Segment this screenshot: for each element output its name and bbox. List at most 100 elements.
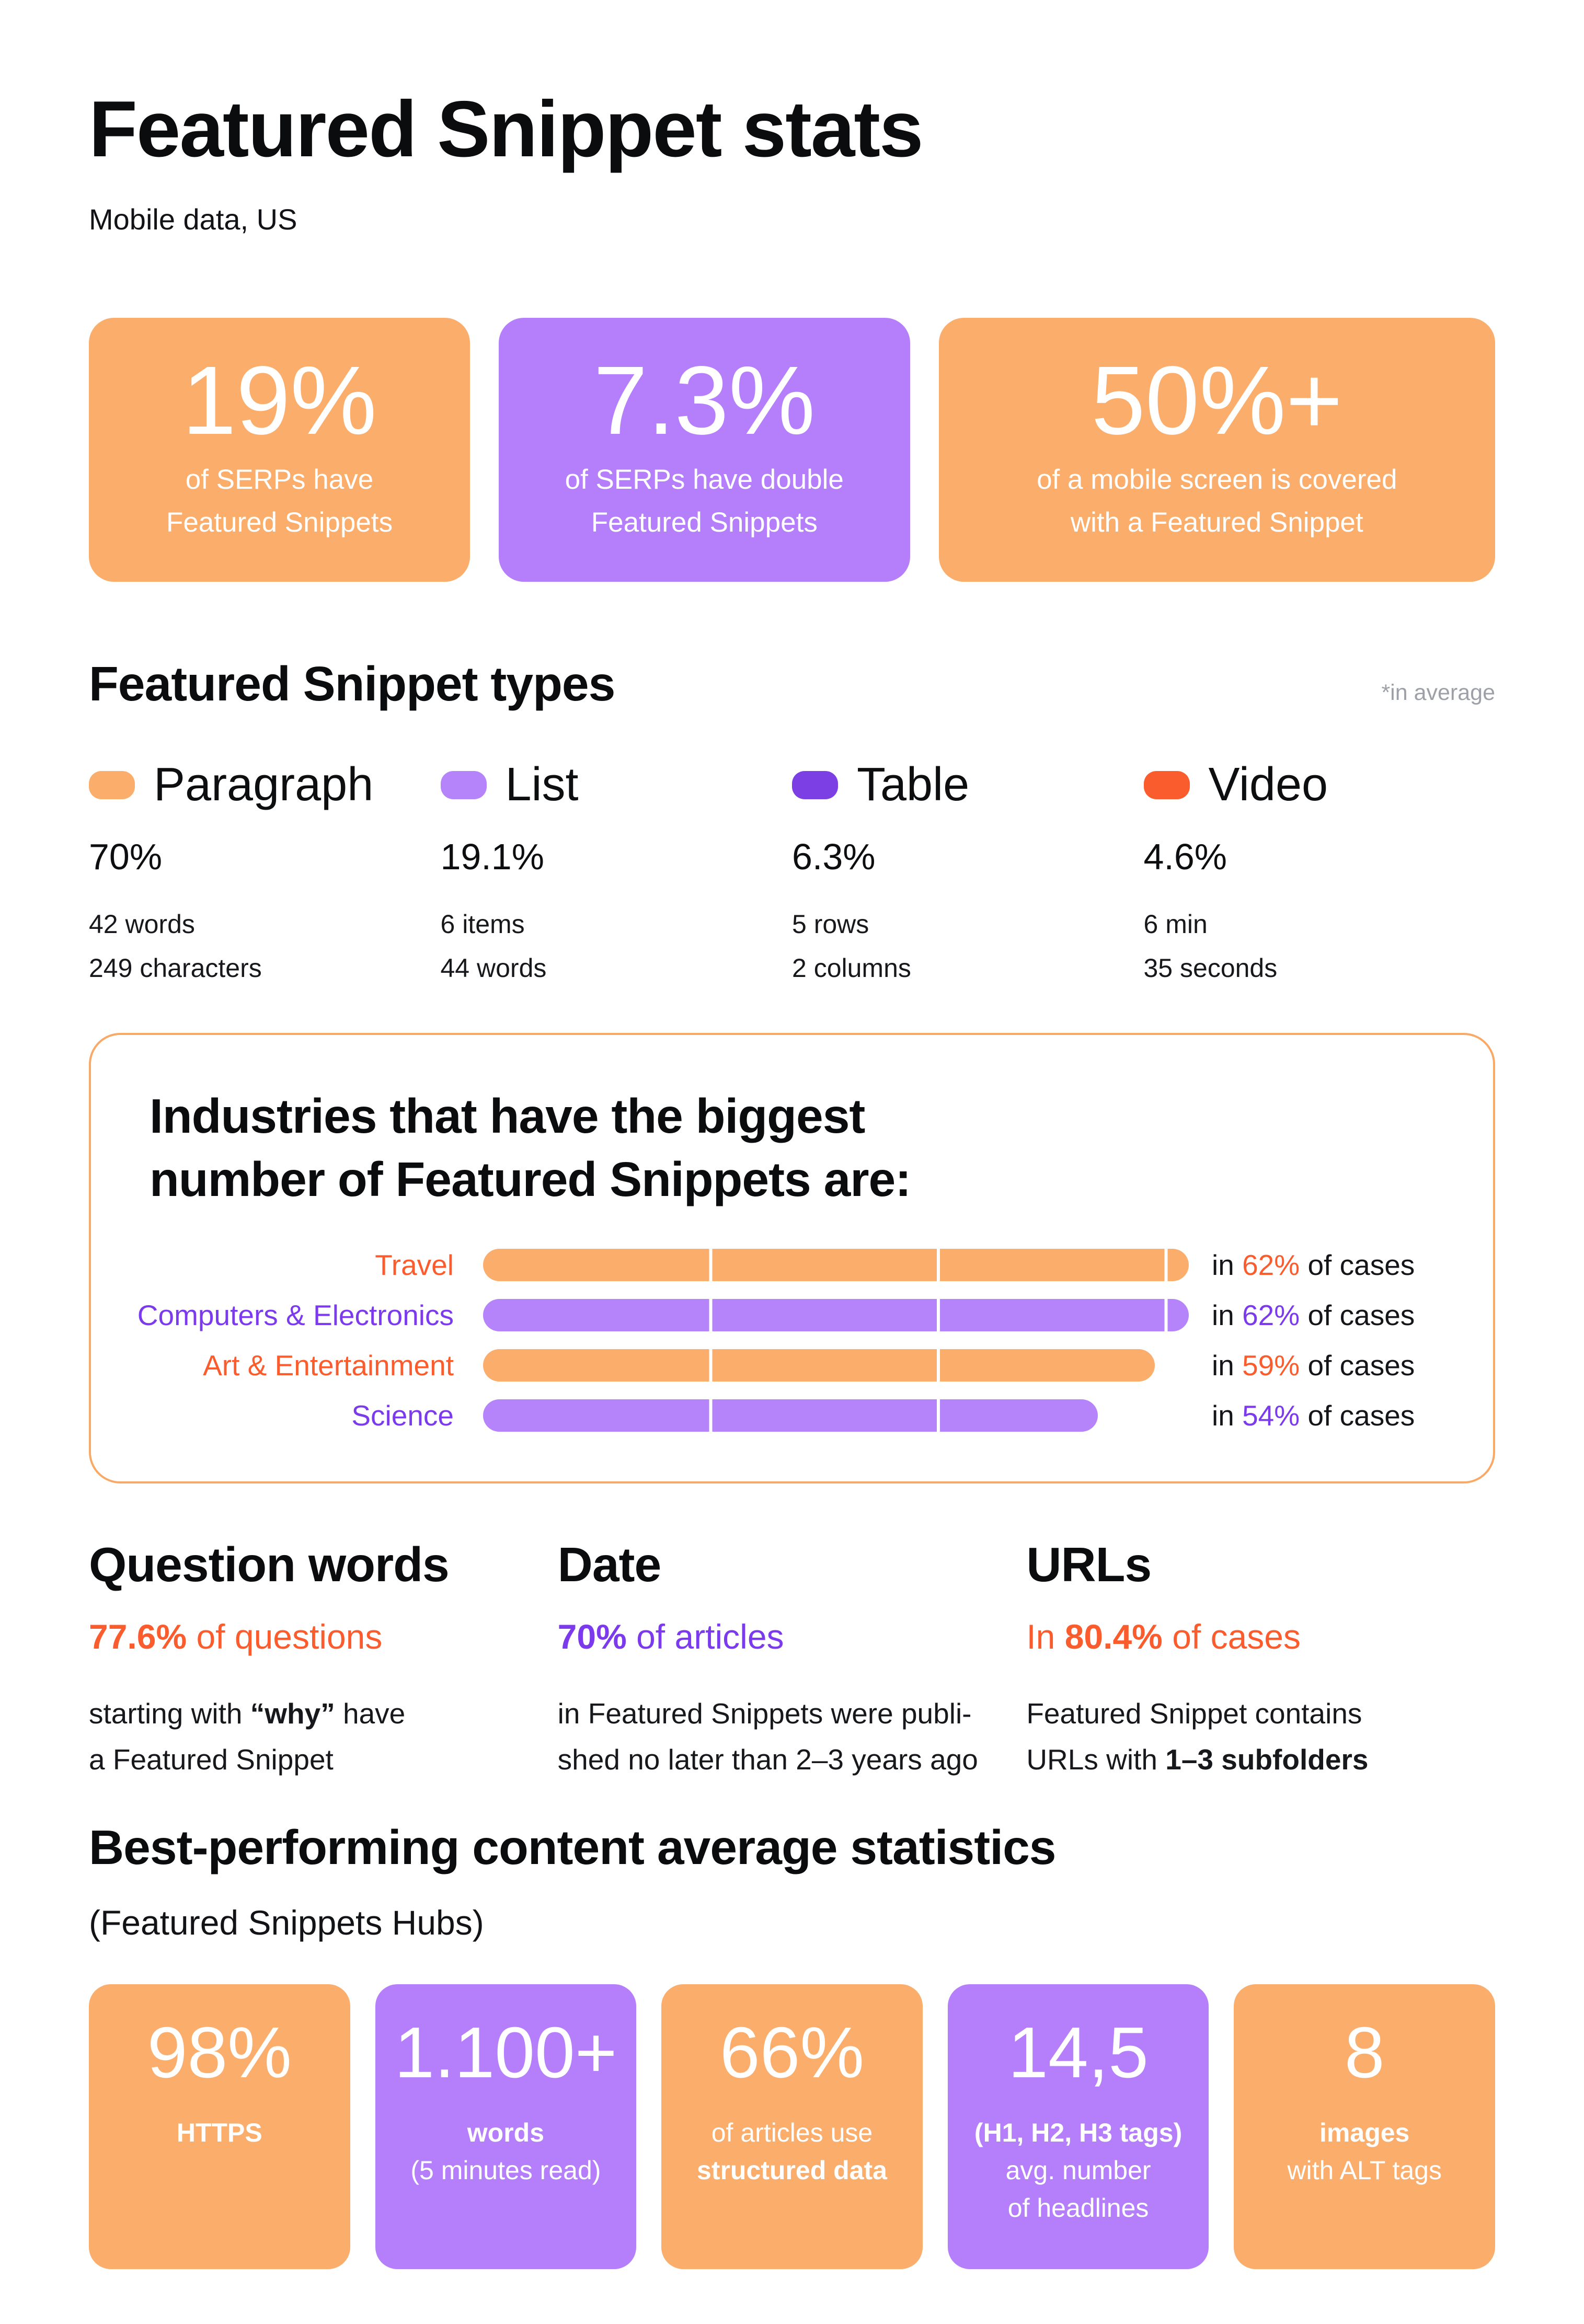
- industry-value-suffix: of cases: [1300, 1248, 1415, 1281]
- card-structured-data: 66% of articles use structured data: [661, 1984, 923, 2270]
- industry-value-prefix: in: [1212, 1399, 1243, 1432]
- video-swatch-icon: [1143, 770, 1190, 799]
- highlight-line: 77.6% of questions: [89, 1617, 383, 1656]
- industry-percent: 59%: [1242, 1349, 1300, 1382]
- industry-value: in 62% of cases: [1212, 1248, 1415, 1282]
- industry-value: in 59% of cases: [1212, 1349, 1415, 1382]
- type-list: List 19.1% 6 items 44 words: [440, 758, 793, 983]
- type-detail: 5 rows: [792, 910, 869, 939]
- industries-bar-chart: Travel in 62% of cases Computers & Elect…: [91, 1248, 1493, 1432]
- page-title: Featured Snippet stats: [89, 85, 924, 174]
- card-value: 8: [1344, 2012, 1385, 2093]
- industry-value-suffix: of cases: [1300, 1399, 1415, 1432]
- type-percent: 4.6%: [1143, 836, 1227, 877]
- type-paragraph: Paragraph 70% 42 words 249 characters: [89, 758, 441, 983]
- type-table: Table 6.3% 5 rows 2 columns: [792, 758, 1144, 983]
- card-value: 1.100+: [394, 2012, 617, 2093]
- industry-bar: [483, 1298, 1189, 1331]
- industry-percent: 54%: [1242, 1399, 1300, 1432]
- snippet-types-grid: Paragraph 70% 42 words 249 characters Li…: [89, 758, 1495, 983]
- industry-percent: 62%: [1242, 1248, 1300, 1281]
- industry-row: Computers & Electronics in 62% of cases: [91, 1298, 1493, 1332]
- industry-row: Travel in 62% of cases: [91, 1248, 1493, 1282]
- industry-value-suffix: of cases: [1300, 1298, 1415, 1331]
- types-heading: Featured Snippet types: [89, 657, 615, 711]
- stat-card-mobile-screen: 50%+ of a mobile screen is covered with …: [938, 318, 1495, 582]
- date-column: Date 70% of articles in Featured Snippet…: [558, 1537, 1027, 1787]
- type-percent: 19.1%: [440, 836, 544, 877]
- card-value: 14,5: [1008, 2012, 1149, 2093]
- industry-bar: [483, 1349, 1155, 1382]
- highlight-line: 70% of articles: [557, 1617, 784, 1656]
- question-words-column: Question words 77.6% of questions starti…: [89, 1537, 558, 1787]
- caption-line: Featured Snippets: [166, 507, 393, 538]
- type-detail: 44 words: [440, 953, 547, 983]
- caption-line: of SERPs have: [185, 464, 374, 495]
- industries-heading: Industries that have the biggest number …: [150, 1089, 911, 1206]
- column-heading: URLs: [1026, 1537, 1152, 1592]
- column-body: in Featured Snippets were publi- shed no…: [557, 1697, 978, 1776]
- table-swatch-icon: [792, 770, 838, 799]
- caption-line: with a Featured Snippet: [1070, 507, 1363, 538]
- caption-line: Featured Snippets: [591, 507, 818, 538]
- card-words: 1.100+ words (5 minutes read): [375, 1984, 637, 2270]
- stat-value: 19%: [182, 347, 377, 455]
- card-images: 8 images with ALT tags: [1234, 1984, 1495, 2270]
- page-subtitle: Mobile data, US: [89, 203, 297, 236]
- best-performing-heading: Best-performing content average statisti…: [89, 1820, 1057, 1875]
- type-percent: 70%: [89, 836, 163, 877]
- top-stat-cards: 19% of SERPs have Featured Snippets 7.3%…: [89, 318, 1495, 582]
- column-heading: Date: [557, 1537, 662, 1592]
- type-label: Paragraph: [154, 758, 374, 811]
- types-section-header: Featured Snippet types *in average: [89, 656, 1495, 712]
- industry-label: Travel: [375, 1248, 454, 1281]
- industry-value-prefix: in: [1212, 1298, 1243, 1331]
- stat-value: 50%+: [1091, 347, 1343, 455]
- average-footnote: *in average: [1381, 680, 1495, 705]
- type-detail: 42 words: [89, 910, 195, 939]
- industry-row: Art & Entertainment in 59% of cases: [91, 1349, 1493, 1382]
- industry-row: Science in 54% of cases: [91, 1399, 1493, 1432]
- card-value: 98%: [147, 2012, 292, 2093]
- type-detail: 249 characters: [89, 953, 262, 983]
- industry-label: Science: [351, 1399, 454, 1432]
- card-value: 66%: [719, 2012, 865, 2093]
- card-https: 98% HTTPS: [89, 1984, 350, 2270]
- industry-value-prefix: in: [1212, 1349, 1243, 1382]
- industry-value-suffix: of cases: [1300, 1349, 1415, 1382]
- highlight-line: In 80.4% of cases: [1026, 1617, 1301, 1656]
- type-label: List: [505, 758, 579, 811]
- content-stat-cards: 98% HTTPS 1.100+ words (5 minutes read) …: [89, 1984, 1495, 2270]
- card-headlines: 14,5 (H1, H2, H3 tags) avg. number of he…: [947, 1984, 1209, 2270]
- industry-bar: [483, 1399, 1098, 1432]
- industry-label: Art & Entertainment: [203, 1349, 454, 1382]
- caption-line: of a mobile screen is covered: [1037, 464, 1397, 495]
- industry-percent: 62%: [1242, 1298, 1300, 1331]
- column-body: starting with “why” have a Featured Snip…: [89, 1697, 406, 1776]
- industry-label: Computers & Electronics: [137, 1298, 454, 1331]
- caption-line: of SERPs have double: [565, 464, 844, 495]
- type-detail: 35 seconds: [1143, 953, 1278, 983]
- type-label: Table: [857, 758, 970, 811]
- stat-caption: of a mobile screen is covered with a Fea…: [1037, 458, 1397, 544]
- industries-chart-box: Industries that have the biggest number …: [89, 1033, 1495, 1483]
- urls-column: URLs In 80.4% of cases Featured Snippet …: [1026, 1537, 1495, 1787]
- stat-columns: Question words 77.6% of questions starti…: [89, 1537, 1495, 1787]
- industry-bar: [483, 1248, 1189, 1281]
- type-label: Video: [1208, 758, 1328, 811]
- stat-value: 7.3%: [593, 347, 816, 455]
- industry-value: in 62% of cases: [1212, 1298, 1415, 1332]
- stat-card-double-serps: 7.3% of SERPs have double Featured Snipp…: [499, 318, 910, 582]
- stat-card-serps: 19% of SERPs have Featured Snippets: [89, 318, 470, 582]
- type-detail: 6 items: [440, 910, 525, 939]
- paragraph-swatch-icon: [89, 770, 135, 799]
- type-detail: 6 min: [1143, 910, 1208, 939]
- best-performing-subheading: (Featured Snippets Hubs): [89, 1903, 484, 1942]
- list-swatch-icon: [440, 770, 487, 799]
- industry-value-prefix: in: [1212, 1248, 1243, 1281]
- type-percent: 6.3%: [792, 836, 876, 877]
- stat-caption: of SERPs have double Featured Snippets: [565, 458, 844, 544]
- industry-value: in 54% of cases: [1212, 1399, 1415, 1432]
- column-body: Featured Snippet contains URLs with 1–3 …: [1026, 1697, 1369, 1776]
